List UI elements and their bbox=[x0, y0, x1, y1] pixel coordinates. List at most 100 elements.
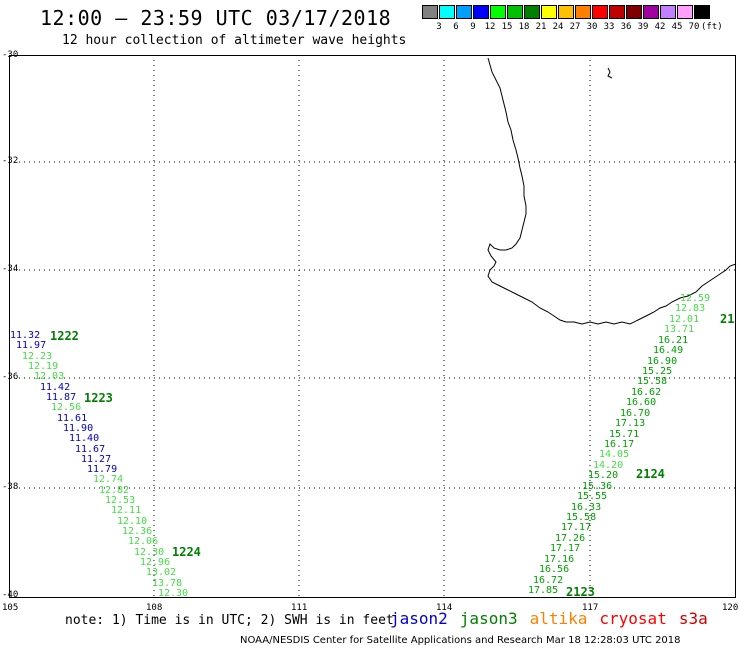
wave-height-value: 15.71 bbox=[609, 429, 640, 440]
pass-time-label: 21 bbox=[720, 312, 735, 326]
pass-time-label: 1223 bbox=[84, 391, 113, 405]
satellite-legend-item: s3a bbox=[678, 609, 708, 628]
scale-swatch bbox=[507, 5, 523, 19]
lat-label: -36 bbox=[2, 372, 19, 382]
wave-height-value: 12.06 bbox=[128, 536, 159, 547]
satellite-legend: jason2 jason3 altika cryosat s3a bbox=[390, 609, 720, 628]
lat-label: -40 bbox=[2, 590, 19, 600]
wave-height-value: 14.05 bbox=[599, 449, 630, 460]
wave-height-value: 11.79 bbox=[87, 464, 118, 475]
scale-label: 45 bbox=[671, 22, 683, 32]
scale-swatch bbox=[456, 5, 472, 19]
credit-footer: NOAA/NESDIS Center for Satellite Applica… bbox=[240, 635, 681, 646]
wave-height-value: 12.23 bbox=[22, 351, 53, 362]
wave-height-value: 16.90 bbox=[647, 356, 678, 367]
wave-height-value: 16.17 bbox=[604, 439, 635, 450]
satellite-legend-item: jason3 bbox=[459, 609, 518, 628]
scale-label: 39 bbox=[637, 22, 649, 32]
wave-height-value: 15.25 bbox=[642, 366, 673, 377]
wave-height-value: 15.55 bbox=[577, 491, 608, 502]
coastline bbox=[487, 57, 737, 325]
wave-height-value: 11.40 bbox=[69, 433, 100, 444]
lon-label: 108 bbox=[146, 603, 163, 613]
scale-label: 30 bbox=[586, 22, 598, 32]
lon-label: 105 bbox=[2, 603, 19, 613]
wave-height-value: 12.56 bbox=[51, 402, 82, 413]
map-frame bbox=[9, 55, 736, 598]
wave-height-value: 12.82 bbox=[99, 485, 130, 496]
scale-swatch bbox=[592, 5, 608, 19]
wave-height-value: 16.33 bbox=[571, 502, 602, 513]
scale-swatch bbox=[643, 5, 659, 19]
lat-label: -32 bbox=[2, 156, 19, 166]
lat-label: -30 bbox=[2, 50, 19, 60]
scale-label: 9 bbox=[470, 22, 476, 32]
wave-height-value: 11.42 bbox=[40, 382, 71, 393]
wave-height-value: 15.36 bbox=[582, 481, 613, 492]
wave-height-value: 15.58 bbox=[637, 376, 668, 387]
lon-label: 117 bbox=[582, 603, 599, 613]
wave-height-value: 12.03 bbox=[34, 371, 65, 382]
scale-swatch bbox=[439, 5, 455, 19]
scale-swatch bbox=[575, 5, 591, 19]
wave-height-value: 15.20 bbox=[588, 470, 619, 481]
scale-swatch bbox=[677, 5, 693, 19]
wave-height-value: 12.01 bbox=[669, 314, 700, 325]
map-subtitle: 12 hour collection of altimeter wave hei… bbox=[62, 33, 407, 48]
wave-height-value: 16.60 bbox=[626, 397, 657, 408]
wave-height-value: 12.30 bbox=[134, 547, 165, 558]
wave-height-value: 12.74 bbox=[93, 474, 124, 485]
scale-swatch bbox=[694, 5, 710, 19]
lat-lon-grid bbox=[9, 55, 736, 598]
wave-height-value: 16.62 bbox=[631, 387, 662, 398]
scale-swatch bbox=[626, 5, 642, 19]
scale-label: 70 bbox=[688, 22, 700, 32]
wave-height-value: 11.90 bbox=[63, 423, 94, 434]
wave-height-value: 17.17 bbox=[550, 543, 581, 554]
wave-height-value: 12.11 bbox=[111, 505, 142, 516]
scale-label: 27 bbox=[569, 22, 581, 32]
scale-label: 6 bbox=[453, 22, 459, 32]
wave-height-value: 12.59 bbox=[680, 293, 711, 304]
pass-time-label: 1222 bbox=[50, 329, 79, 343]
wave-height-value: 12.10 bbox=[117, 516, 148, 527]
wave-height-value: 12.83 bbox=[675, 303, 706, 314]
wave-height-value: 16.49 bbox=[653, 345, 684, 356]
wave-height-value: 13.02 bbox=[146, 567, 177, 578]
wave-height-value: 12.36 bbox=[122, 526, 153, 537]
wave-height-value: 12.53 bbox=[105, 495, 136, 506]
wave-height-value: 17.26 bbox=[555, 533, 586, 544]
scale-label: 15 bbox=[501, 22, 513, 32]
lat-label: -34 bbox=[2, 264, 19, 274]
scale-swatch bbox=[490, 5, 506, 19]
satellite-legend-item: altika bbox=[529, 609, 588, 628]
pass-time-label: 1224 bbox=[172, 545, 201, 559]
scale-label: 42 bbox=[654, 22, 666, 32]
scale-label: 12 bbox=[484, 22, 496, 32]
scale-swatch bbox=[473, 5, 489, 19]
wave-height-value: 13.78 bbox=[152, 578, 183, 589]
wave-height-value: 16.70 bbox=[620, 408, 651, 419]
wave-height-value: 17.16 bbox=[544, 554, 575, 565]
wave-height-value: 11.61 bbox=[57, 413, 88, 424]
pass-time-label: 2123 bbox=[566, 585, 595, 599]
lon-label: 114 bbox=[436, 603, 453, 613]
island-outline bbox=[607, 67, 613, 79]
scale-unit: (ft) bbox=[701, 22, 723, 32]
wave-height-value: 15.58 bbox=[566, 512, 597, 523]
wave-height-value: 11.67 bbox=[75, 444, 106, 455]
satellite-legend-item: jason2 bbox=[390, 609, 448, 628]
wave-height-value: 11.87 bbox=[46, 392, 77, 403]
scale-label: 3 bbox=[436, 22, 442, 32]
scale-swatch bbox=[558, 5, 574, 19]
scale-label: 24 bbox=[552, 22, 564, 32]
scale-label: 18 bbox=[518, 22, 530, 32]
scale-swatch bbox=[609, 5, 625, 19]
scale-label: 21 bbox=[535, 22, 547, 32]
wave-height-value: 17.85 bbox=[528, 585, 559, 596]
wave-height-value: 14.20 bbox=[593, 460, 624, 471]
scale-swatch bbox=[541, 5, 557, 19]
wave-height-value: 11.32 bbox=[10, 330, 41, 341]
scale-swatch bbox=[660, 5, 676, 19]
